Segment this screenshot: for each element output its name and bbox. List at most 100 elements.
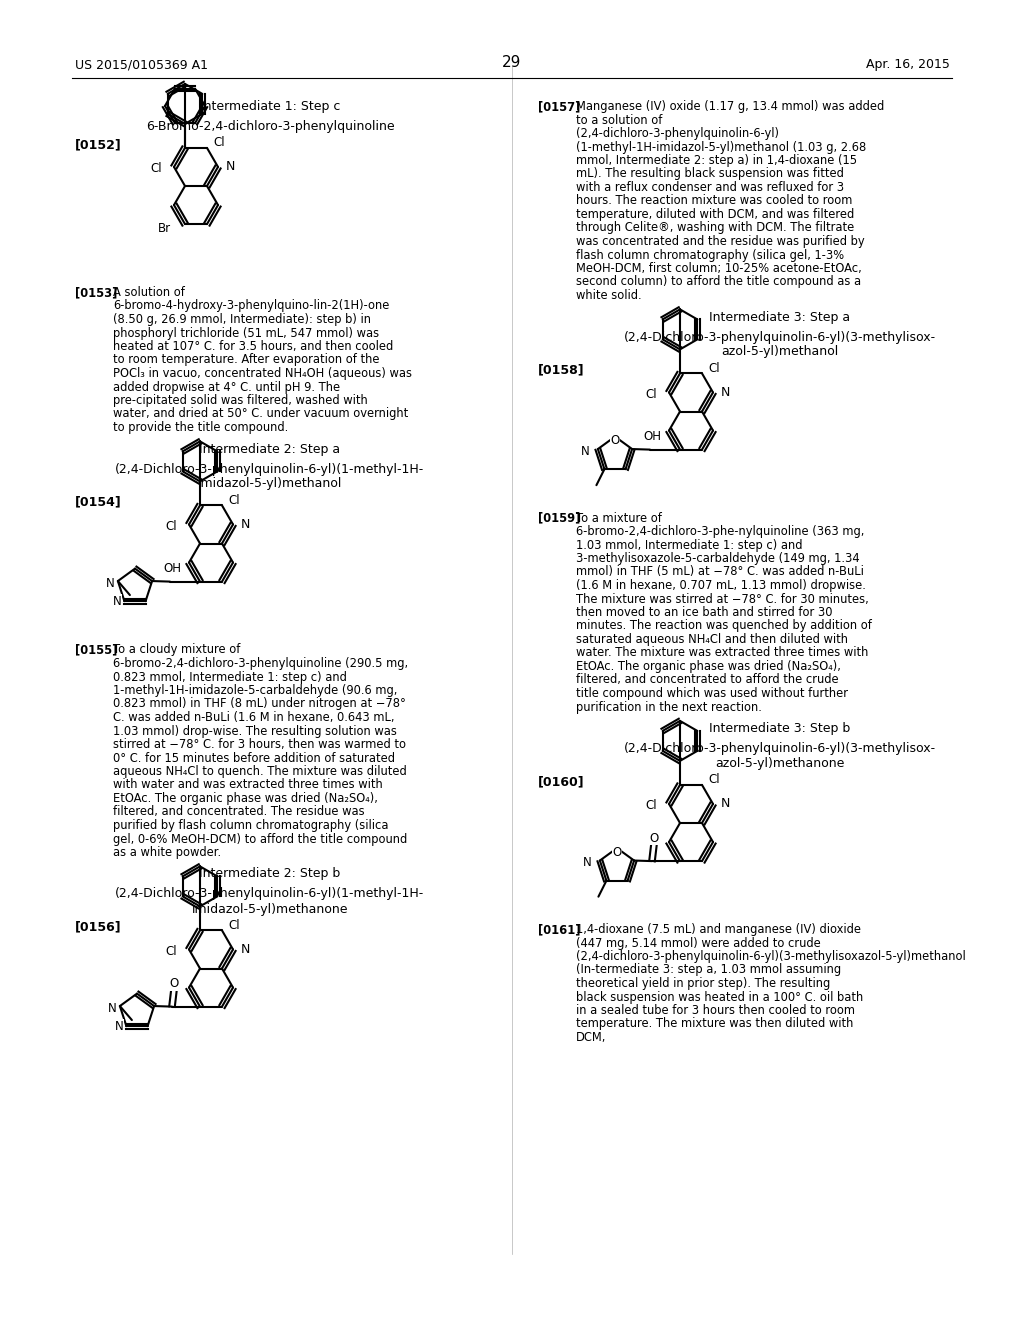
Text: (8.50 g, 26.9 mmol, Intermediate): step b) in: (8.50 g, 26.9 mmol, Intermediate): step … [113, 313, 371, 326]
Text: was concentrated and the residue was purified by: was concentrated and the residue was pur… [575, 235, 864, 248]
Text: [0161]: [0161] [538, 923, 581, 936]
Text: 1-methyl-1H-imidazole-5-carbaldehyde (90.6 mg,: 1-methyl-1H-imidazole-5-carbaldehyde (90… [113, 684, 397, 697]
Text: black suspension was heated in a 100° C. oil bath: black suspension was heated in a 100° C.… [575, 990, 863, 1003]
Text: Cl: Cl [228, 494, 240, 507]
Text: phosphoryl trichloride (51 mL, 547 mmol) was: phosphoryl trichloride (51 mL, 547 mmol)… [113, 326, 379, 339]
Text: Manganese (IV) oxide (1.17 g, 13.4 mmol) was added: Manganese (IV) oxide (1.17 g, 13.4 mmol)… [575, 100, 885, 114]
Text: DCM,: DCM, [575, 1031, 606, 1044]
Text: (447 mg, 5.14 mmol) were added to crude: (447 mg, 5.14 mmol) were added to crude [575, 936, 821, 949]
Text: EtOAc. The organic phase was dried (Na₂SO₄),: EtOAc. The organic phase was dried (Na₂S… [575, 660, 841, 673]
Text: Intermediate 3: Step a: Intermediate 3: Step a [710, 310, 851, 323]
Text: N: N [109, 1002, 117, 1015]
Text: 0° C. for 15 minutes before addition of saturated: 0° C. for 15 minutes before addition of … [113, 751, 395, 764]
Text: [0152]: [0152] [75, 139, 122, 150]
Text: [0153]: [0153] [75, 286, 118, 300]
Text: O: O [169, 977, 178, 990]
Text: purification in the next reaction.: purification in the next reaction. [575, 701, 762, 714]
Text: (2,4-Dichloro-3-phenylquinolin-6-yl)(1-methyl-1H-: (2,4-Dichloro-3-phenylquinolin-6-yl)(1-m… [116, 462, 425, 475]
Text: mmol) in THF (5 mL) at −78° C. was added n-BuLi: mmol) in THF (5 mL) at −78° C. was added… [575, 565, 864, 578]
Text: Cl: Cl [645, 388, 657, 401]
Text: title compound which was used without further: title compound which was used without fu… [575, 686, 848, 700]
Text: (2,4-Dichloro-3-phenylquinolin-6-yl)(3-methylisox-: (2,4-Dichloro-3-phenylquinolin-6-yl)(3-m… [624, 330, 936, 343]
Text: 6-bromo-2,4-dichloro-3-phenylquinoline (290.5 mg,: 6-bromo-2,4-dichloro-3-phenylquinoline (… [113, 657, 409, 671]
Text: pre-cipitated solid was filtered, washed with: pre-cipitated solid was filtered, washed… [113, 393, 368, 407]
Text: 0.823 mmol) in THF (8 mL) under nitrogen at −78°: 0.823 mmol) in THF (8 mL) under nitrogen… [113, 697, 406, 710]
Text: (2,4-dichloro-3-phenylquinolin-6-yl): (2,4-dichloro-3-phenylquinolin-6-yl) [575, 127, 779, 140]
Text: Cl: Cl [165, 520, 177, 533]
Text: Cl: Cl [228, 919, 240, 932]
Text: N: N [583, 857, 592, 869]
Text: (2,4-Dichloro-3-phenylquinolin-6-yl)(1-methyl-1H-: (2,4-Dichloro-3-phenylquinolin-6-yl)(1-m… [116, 887, 425, 900]
Text: hours. The reaction mixture was cooled to room: hours. The reaction mixture was cooled t… [575, 194, 852, 207]
Text: imidazol-5-yl)methanol: imidazol-5-yl)methanol [198, 478, 342, 491]
Text: C. was added n-BuLi (1.6 M in hexane, 0.643 mL,: C. was added n-BuLi (1.6 M in hexane, 0.… [113, 711, 394, 723]
Text: 6-bromo-4-hydroxy-3-phenylquino-lin-2(1H)-one: 6-bromo-4-hydroxy-3-phenylquino-lin-2(1H… [113, 300, 389, 313]
Text: N: N [115, 1019, 124, 1032]
Text: N: N [113, 595, 122, 607]
Text: Br: Br [158, 222, 171, 235]
Text: O: O [649, 832, 658, 845]
Text: N: N [241, 517, 251, 531]
Text: azol-5-yl)methanol: azol-5-yl)methanol [721, 346, 839, 359]
Text: water. The mixture was extracted three times with: water. The mixture was extracted three t… [575, 647, 868, 660]
Text: with water and was extracted three times with: with water and was extracted three times… [113, 779, 383, 792]
Text: second column) to afford the title compound as a: second column) to afford the title compo… [575, 276, 861, 289]
Text: temperature, diluted with DCM, and was filtered: temperature, diluted with DCM, and was f… [575, 209, 854, 220]
Text: (2,4-Dichloro-3-phenylquinolin-6-yl)(3-methylisox-: (2,4-Dichloro-3-phenylquinolin-6-yl)(3-m… [624, 742, 936, 755]
Text: [0160]: [0160] [538, 775, 585, 788]
Text: The mixture was stirred at −78° C. for 30 minutes,: The mixture was stirred at −78° C. for 3… [575, 593, 868, 606]
Text: (In-termediate 3: step a, 1.03 mmol assuming: (In-termediate 3: step a, 1.03 mmol assu… [575, 964, 841, 977]
Text: aqueous NH₄Cl to quench. The mixture was diluted: aqueous NH₄Cl to quench. The mixture was… [113, 766, 407, 777]
Text: [0159]: [0159] [538, 511, 581, 524]
Text: Intermediate 2: Step b: Intermediate 2: Step b [200, 867, 341, 880]
Text: to provide the title compound.: to provide the title compound. [113, 421, 288, 434]
Text: filtered, and concentrated to afford the crude: filtered, and concentrated to afford the… [575, 673, 839, 686]
Text: US 2015/0105369 A1: US 2015/0105369 A1 [75, 58, 208, 71]
Text: 3-methylisoxazole-5-carbaldehyde (149 mg, 1.34: 3-methylisoxazole-5-carbaldehyde (149 mg… [575, 552, 859, 565]
Text: Cl: Cl [708, 774, 720, 787]
Text: Cl: Cl [708, 362, 720, 375]
Text: Intermediate 2: Step a: Intermediate 2: Step a [200, 442, 341, 455]
Text: to room temperature. After evaporation of the: to room temperature. After evaporation o… [113, 354, 380, 367]
Text: Cl: Cl [151, 162, 162, 176]
Text: through Celite®, washing with DCM. The filtrate: through Celite®, washing with DCM. The f… [575, 222, 854, 235]
Text: To a mixture of: To a mixture of [575, 511, 662, 524]
Text: 29: 29 [503, 55, 521, 70]
Text: heated at 107° C. for 3.5 hours, and then cooled: heated at 107° C. for 3.5 hours, and the… [113, 341, 393, 352]
Text: (1.6 M in hexane, 0.707 mL, 1.13 mmol) dropwise.: (1.6 M in hexane, 0.707 mL, 1.13 mmol) d… [575, 579, 866, 591]
Text: saturated aqueous NH₄Cl and then diluted with: saturated aqueous NH₄Cl and then diluted… [575, 634, 848, 645]
Text: imidazol-5-yl)methanone: imidazol-5-yl)methanone [191, 903, 348, 916]
Text: OH: OH [163, 562, 181, 576]
Text: Intermediate 3: Step b: Intermediate 3: Step b [710, 722, 851, 735]
Text: Cl: Cl [165, 945, 177, 958]
Text: To a cloudy mixture of: To a cloudy mixture of [113, 644, 241, 656]
Text: Intermediate 1: Step c: Intermediate 1: Step c [200, 100, 340, 114]
Text: flash column chromatography (silica gel, 1-3%: flash column chromatography (silica gel,… [575, 248, 844, 261]
Text: A solution of: A solution of [113, 286, 185, 300]
Text: 1.03 mmol) drop-wise. The resulting solution was: 1.03 mmol) drop-wise. The resulting solu… [113, 725, 397, 738]
Text: MeOH-DCM, first column; 10-25% acetone-EtOAc,: MeOH-DCM, first column; 10-25% acetone-E… [575, 261, 862, 275]
Text: 1,4-dioxane (7.5 mL) and manganese (IV) dioxide: 1,4-dioxane (7.5 mL) and manganese (IV) … [575, 923, 861, 936]
Text: Apr. 16, 2015: Apr. 16, 2015 [866, 58, 950, 71]
Text: Cl: Cl [213, 136, 224, 149]
Text: OH: OH [643, 430, 662, 444]
Text: as a white powder.: as a white powder. [113, 846, 221, 859]
Text: filtered, and concentrated. The residue was: filtered, and concentrated. The residue … [113, 805, 365, 818]
Text: (1-methyl-1H-imidazol-5-yl)methanol (1.03 g, 2.68: (1-methyl-1H-imidazol-5-yl)methanol (1.0… [575, 140, 866, 153]
Text: white solid.: white solid. [575, 289, 642, 302]
Text: 6-Bromo-2,4-dichloro-3-phenylquinoline: 6-Bromo-2,4-dichloro-3-phenylquinoline [145, 120, 394, 133]
Text: N: N [241, 942, 251, 956]
Text: 6-bromo-2,4-dichloro-3-phe-nylquinoline (363 mg,: 6-bromo-2,4-dichloro-3-phe-nylquinoline … [575, 525, 864, 539]
Text: 0.823 mmol, Intermediate 1: step c) and: 0.823 mmol, Intermediate 1: step c) and [113, 671, 347, 684]
Text: [0158]: [0158] [538, 363, 585, 376]
Text: N: N [582, 445, 590, 458]
Text: N: N [226, 161, 236, 173]
Text: stirred at −78° C. for 3 hours, then was warmed to: stirred at −78° C. for 3 hours, then was… [113, 738, 406, 751]
Text: [0156]: [0156] [75, 920, 122, 933]
Text: theoretical yield in prior step). The resulting: theoretical yield in prior step). The re… [575, 977, 830, 990]
Text: water, and dried at 50° C. under vacuum overnight: water, and dried at 50° C. under vacuum … [113, 408, 409, 421]
Text: purified by flash column chromatography (silica: purified by flash column chromatography … [113, 818, 388, 832]
Text: N: N [721, 797, 730, 810]
Text: gel, 0-6% MeOH-DCM) to afford the title compound: gel, 0-6% MeOH-DCM) to afford the title … [113, 833, 408, 846]
Text: mmol, Intermediate 2: step a) in 1,4-dioxane (15: mmol, Intermediate 2: step a) in 1,4-dio… [575, 154, 857, 168]
